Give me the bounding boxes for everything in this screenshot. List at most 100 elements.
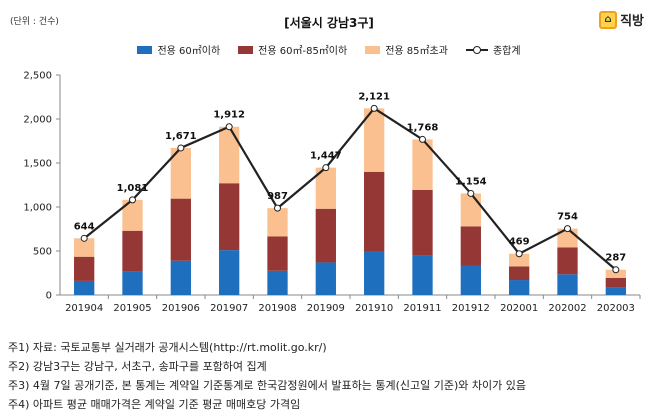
total-data-label: 987 <box>267 191 288 202</box>
bar-segment-small <box>122 271 143 295</box>
brand-logo: ⌂ 직방 <box>599 10 644 29</box>
x-tick-label: 202003 <box>597 303 635 314</box>
footnotes: 주1) 자료: 국토교통부 실거래가 공개시스템(http://rt.molit… <box>8 338 526 414</box>
bar-segment-large <box>460 193 481 227</box>
x-tick-label: 201906 <box>162 303 200 314</box>
total-point <box>322 164 330 172</box>
chart-title: [서울시 강남3구] <box>284 16 374 30</box>
legend-label-total: 종합계 <box>492 46 521 57</box>
bar-segment-medium <box>460 226 481 266</box>
total-data-label: 1,154 <box>455 176 487 187</box>
total-point <box>564 225 571 233</box>
house-icon: ⌂ <box>599 10 618 29</box>
total-point <box>467 189 475 197</box>
x-tick-label: 202001 <box>500 303 538 314</box>
bar-segment-small <box>74 280 95 295</box>
y-tick-label: 500 <box>33 247 52 258</box>
total-data-label: 2,121 <box>358 91 390 102</box>
legend-label-small: 전용 60㎡이하 <box>157 46 221 57</box>
bar-segment-medium <box>170 198 191 261</box>
y-tick-label: 1,500 <box>23 159 52 170</box>
bar-segment-medium <box>122 230 143 272</box>
total-data-label: 754 <box>557 212 578 223</box>
total-point <box>274 204 281 212</box>
bar-segment-medium <box>219 183 240 251</box>
x-tick-label: 201905 <box>113 303 151 314</box>
plot-area: 0 500 1,000 1,500 2,000 2,500 201904 201905 2019… <box>23 71 641 314</box>
bar-segment-large <box>122 199 143 231</box>
bar-segment-small <box>219 250 240 295</box>
legend-swatch-medium <box>238 45 254 54</box>
bar-segment-large <box>412 139 433 190</box>
bar-segment-medium <box>267 236 288 271</box>
total-data-label: 469 <box>509 237 530 248</box>
total-point <box>370 104 378 112</box>
total-point <box>419 135 426 143</box>
total-data-label: 287 <box>605 253 626 264</box>
legend-item-total: 종합계 <box>465 42 521 57</box>
y-tick-label: 1,000 <box>23 203 52 214</box>
x-tick-label: 201912 <box>452 303 490 314</box>
y-tick-label: 0 <box>46 291 52 302</box>
total-point <box>225 123 233 131</box>
total-point <box>612 266 620 274</box>
brand-name: 직방 <box>620 14 644 29</box>
chart-panel: (단위 : 건수) [서울시 강남3구] ⌂ 직방 전용 60㎡이하 전용 60… <box>10 10 644 314</box>
total-data-label: 1,912 <box>213 110 245 121</box>
footnote-1: 주1) 자료: 국토교통부 실거래가 공개시스템(http://rt.molit… <box>8 341 327 354</box>
bar-segment-small <box>412 255 433 295</box>
footnote-2: 주2) 강남3구는 강남구, 서초구, 송파구를 포함하여 집계 <box>8 360 267 373</box>
bar-segment-small <box>364 251 385 295</box>
legend-item-medium: 전용 60㎡-85㎡이하 <box>238 42 347 57</box>
bar-segment-medium <box>315 208 336 263</box>
y-tick-label: 2,500 <box>23 71 52 82</box>
legend-swatch-small <box>137 45 153 54</box>
total-point <box>177 144 185 152</box>
bar-segment-large <box>267 208 288 237</box>
x-tick-label: 201909 <box>307 303 345 314</box>
x-tick-label: 201911 <box>403 303 441 314</box>
footnote-3: 주3) 4월 7일 공개기준, 본 통계는 계약일 기준통계로 한국감정원에서 … <box>8 379 526 392</box>
total-data-label: 644 <box>74 221 95 232</box>
x-tick-label: 201907 <box>210 303 248 314</box>
legend-label-medium: 전용 60㎡-85㎡이하 <box>258 46 348 57</box>
total-data-label: 1,447 <box>310 151 342 162</box>
legend-item-small: 전용 60㎡이하 <box>137 42 220 57</box>
footnote-4: 주4) 아파트 평균 매매가격은 계약일 기준 평균 매매호당 가격임 <box>8 398 301 411</box>
legend-swatch-large <box>365 45 381 54</box>
bar-segment-medium <box>412 189 433 256</box>
bar-segment-medium <box>74 256 95 281</box>
bar-segment-large <box>364 108 385 172</box>
bar-segment-small <box>557 274 578 295</box>
total-data-label: 1,671 <box>165 131 197 142</box>
total-data-label: 1,768 <box>407 122 439 133</box>
legend-swatch-total <box>465 45 488 55</box>
bar-segment-large <box>605 269 626 278</box>
x-tick-label: 202002 <box>548 303 586 314</box>
total-data-label: 1,081 <box>117 183 149 194</box>
x-tick-label: 201910 <box>355 303 393 314</box>
unit-label: (단위 : 건수) <box>10 17 59 27</box>
bar-segment-large <box>315 167 336 209</box>
bar-segment-small <box>460 265 481 295</box>
total-point <box>129 196 136 204</box>
bar-segment-small <box>509 280 530 295</box>
y-tick-label: 2,000 <box>23 115 52 126</box>
bar-segment-medium <box>557 247 578 275</box>
bar-segment-small <box>267 270 288 295</box>
bar-segment-small <box>315 262 336 295</box>
legend-item-large: 전용 85㎡초과 <box>365 42 448 57</box>
x-tick-label: 201908 <box>258 303 296 314</box>
bar-segment-medium <box>509 266 530 281</box>
bar-segment-medium <box>605 277 626 288</box>
bar-segment-large <box>219 126 240 184</box>
legend-label-large: 전용 85㎡초과 <box>385 46 448 57</box>
bar-segment-small <box>605 287 626 295</box>
total-line <box>83 106 617 271</box>
bar-segment-medium <box>364 171 385 251</box>
total-point <box>80 234 88 242</box>
bar-segment-small <box>170 260 191 295</box>
bar-segment-large <box>509 253 530 267</box>
total-point <box>515 250 523 258</box>
bar-segment-large <box>170 147 191 199</box>
